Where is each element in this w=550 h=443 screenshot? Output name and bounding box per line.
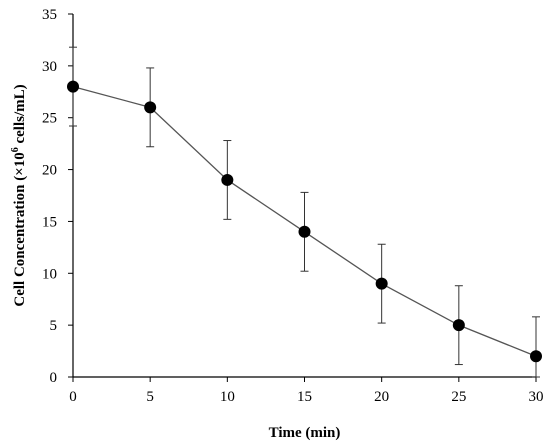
y-tick-label: 15 [42, 214, 57, 230]
y-axis-title-prefix: Cell Concentration (×10 [12, 152, 28, 306]
y-tick-label: 10 [42, 266, 57, 282]
y-tick-label: 0 [50, 370, 58, 386]
y-tick-label: 25 [42, 111, 57, 127]
x-tick-label: 10 [220, 389, 235, 405]
data-point [452, 319, 465, 332]
x-tick-label: 0 [69, 389, 77, 405]
data-point [298, 225, 311, 238]
data-points [67, 80, 542, 363]
x-tick-label: 15 [297, 389, 312, 405]
y-axis-title-exponent: 6 [10, 147, 21, 152]
data-point [221, 173, 234, 186]
plot-area: 0 5 10 15 20 25 30 0 5 10 15 20 25 30 35 [42, 7, 544, 405]
data-point [144, 101, 157, 114]
data-point [67, 80, 79, 93]
error-bars [69, 46, 540, 378]
y-ticks: 0 5 10 15 20 25 30 35 [42, 7, 73, 386]
y-tick-label: 35 [42, 7, 57, 23]
x-tick-label: 5 [146, 389, 154, 405]
y-tick-label: 30 [42, 59, 57, 75]
x-tick-label: 20 [374, 389, 389, 405]
y-tick-label: 5 [50, 318, 58, 334]
x-axis-title: Time (min) [269, 425, 341, 441]
x-tick-label: 25 [451, 389, 466, 405]
data-point [530, 350, 542, 363]
y-tick-label: 20 [42, 163, 57, 179]
y-axis-title-suffix: cells/mL) [12, 84, 28, 147]
data-point [375, 277, 388, 290]
y-axis-title: Cell Concentration (×106 cells/mL) [10, 84, 28, 306]
x-ticks: 0 5 10 15 20 25 30 [69, 377, 544, 405]
x-tick-label: 30 [529, 389, 544, 405]
